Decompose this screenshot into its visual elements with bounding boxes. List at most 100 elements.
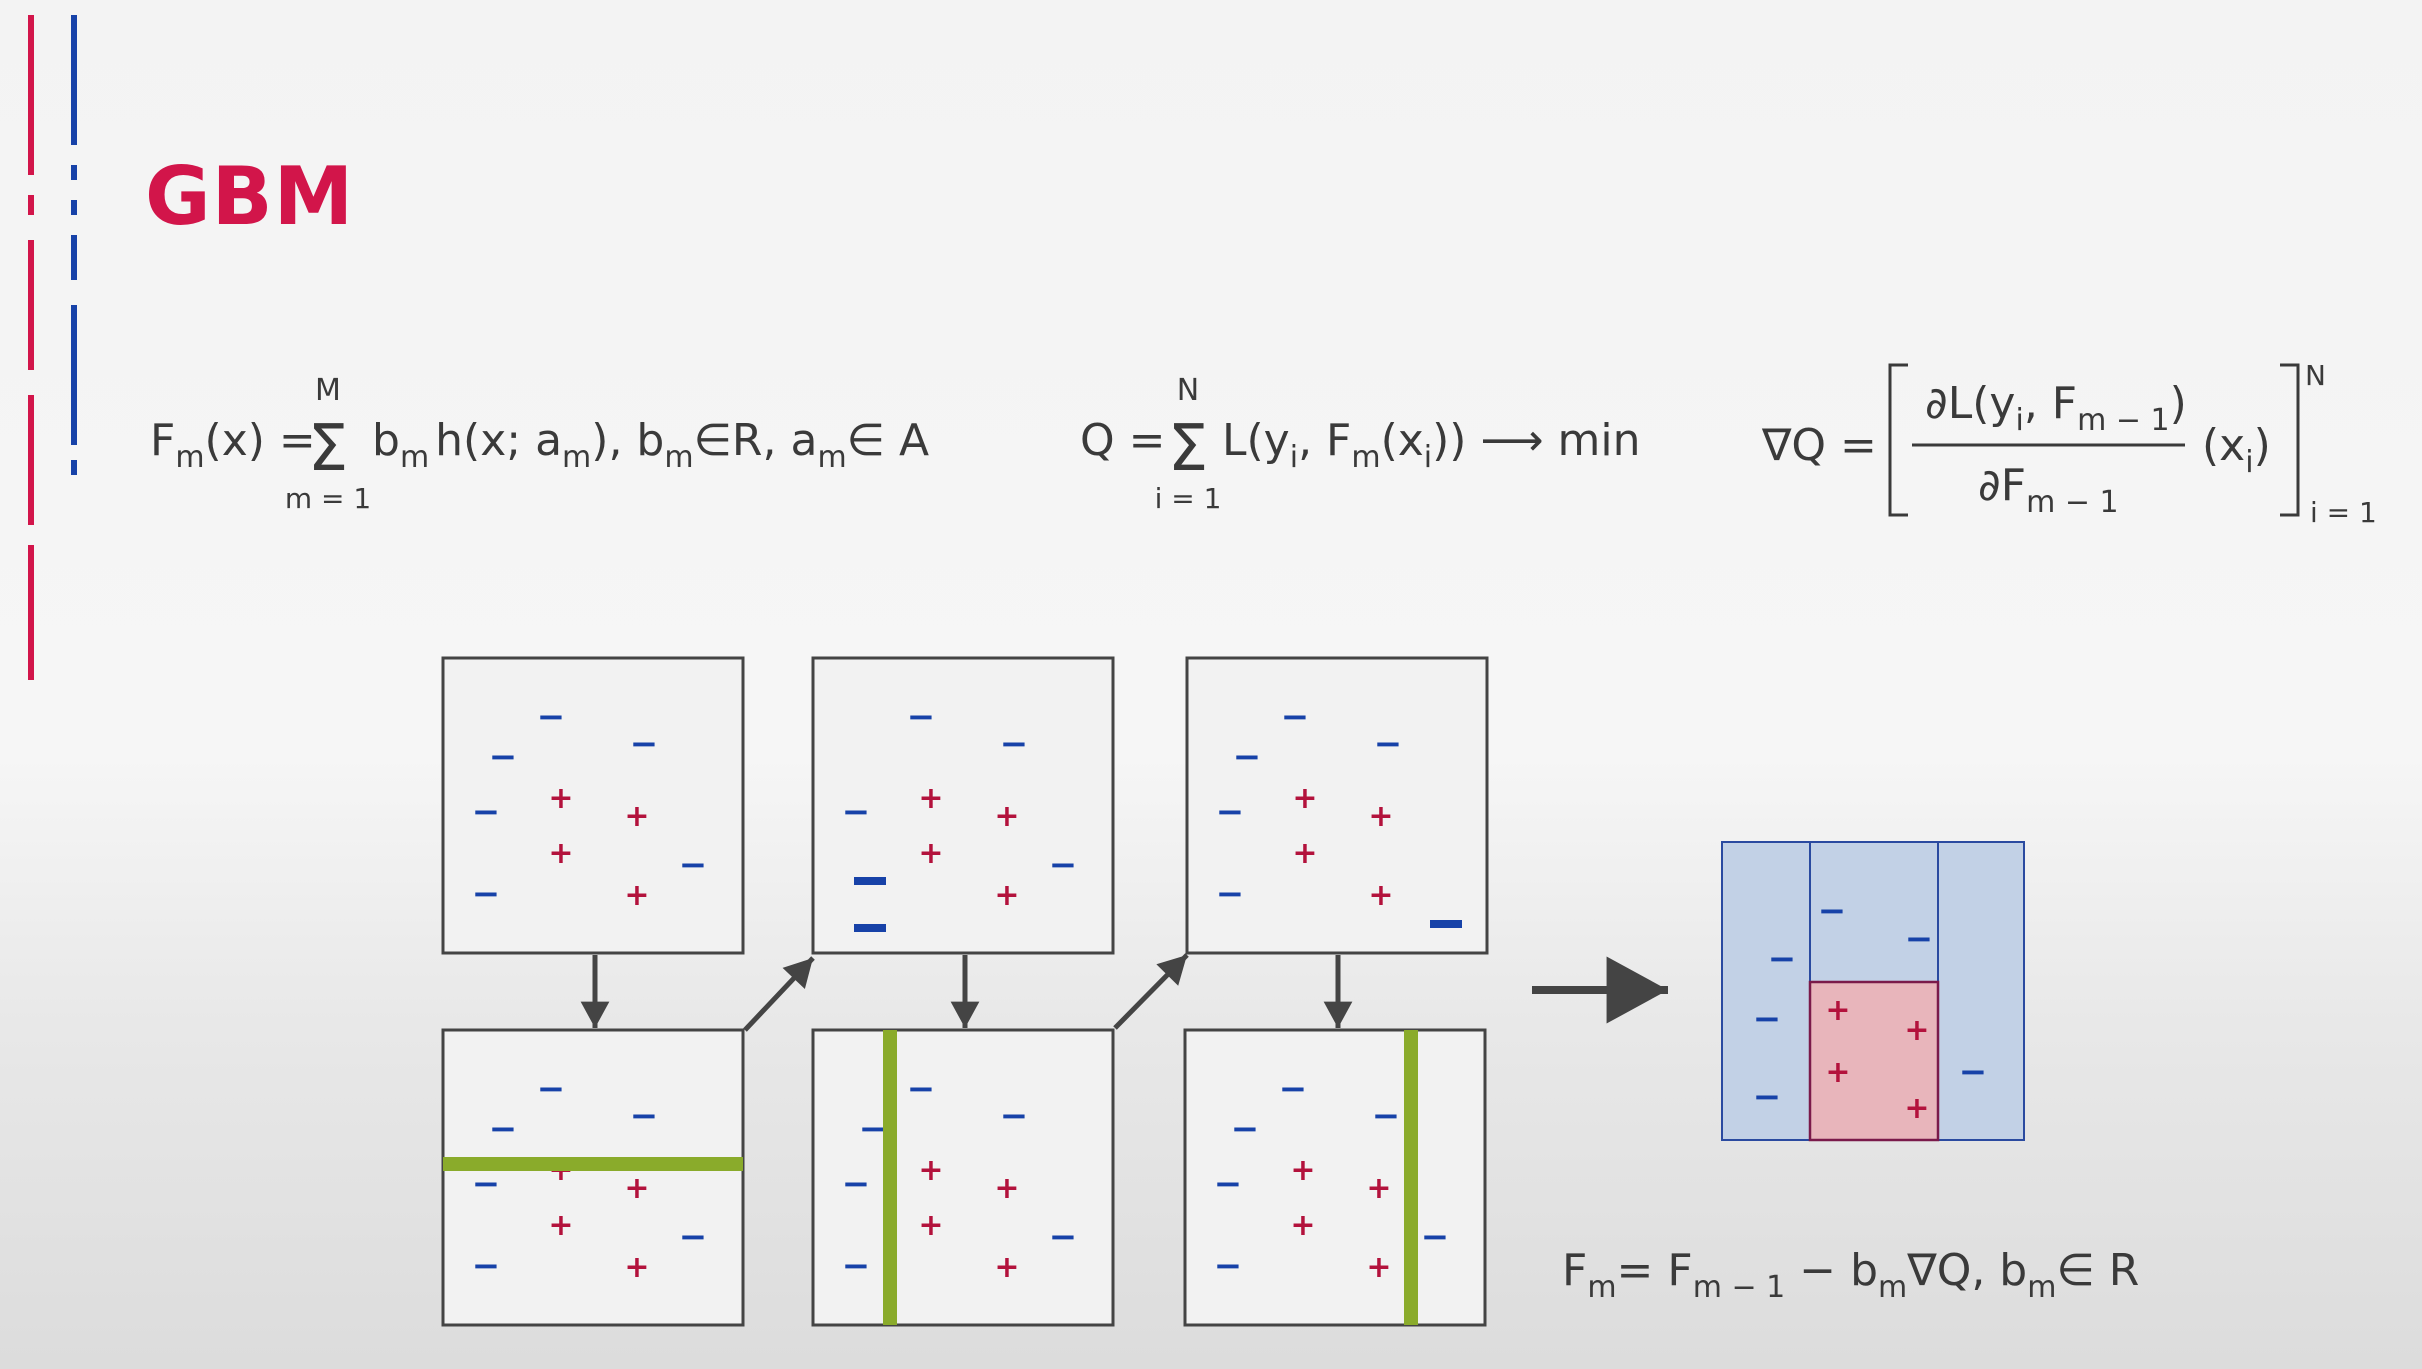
minus-sign: − xyxy=(1281,697,1310,737)
minus-sign: − xyxy=(1216,874,1245,914)
minus-sign: − xyxy=(1279,1069,1308,1109)
plus-sign: + xyxy=(624,1250,649,1285)
plus-sign: + xyxy=(994,799,1019,834)
svg-text:(xi): (xi) xyxy=(2202,420,2271,480)
plus-sign: + xyxy=(624,1171,649,1206)
minus-sign: − xyxy=(630,724,659,764)
plus-sign: + xyxy=(918,836,943,871)
svg-text:N: N xyxy=(2305,359,2326,392)
f1-lhs: F xyxy=(150,415,175,466)
plus-sign: + xyxy=(1366,1250,1391,1285)
svg-text:∂Fm − 1: ∂Fm − 1 xyxy=(1978,460,2119,520)
minus-sign: − xyxy=(1231,1109,1260,1149)
f1-sigma-top: M xyxy=(315,373,341,408)
plus-sign: + xyxy=(548,1208,573,1243)
minus-sign: − xyxy=(1905,919,1934,959)
minus-sign: − xyxy=(537,1069,566,1109)
minus-sign: − xyxy=(630,1096,659,1136)
minus-sign: − xyxy=(1233,737,1262,777)
minus-sign: − xyxy=(907,697,936,737)
svg-text:∇Q =: ∇Q = xyxy=(1761,420,1877,471)
minus-sign: − xyxy=(1216,792,1245,832)
minus-sign: − xyxy=(489,1109,518,1149)
weak-learner-data-2 xyxy=(811,656,1115,955)
svg-text:Fm(x) =: Fm(x) = xyxy=(150,415,316,475)
plus-sign: + xyxy=(1368,799,1393,834)
svg-text:N: N xyxy=(1177,373,1199,408)
plus-sign: + xyxy=(1825,993,1850,1028)
arrow-next-head xyxy=(782,958,813,989)
formula-f-ensemble: Fm(x) = M Σ m = 1 bm h(x; am), bm∈R, am∈ … xyxy=(150,373,929,515)
svg-text:L(yi, Fm(xi)) ⟶ min: L(yi, Fm(xi)) ⟶ min xyxy=(1222,415,1641,475)
split-line xyxy=(883,1030,897,1325)
plus-sign: + xyxy=(1368,878,1393,913)
arrow-down-head xyxy=(950,1001,980,1028)
minus-sign: − xyxy=(1959,1052,1988,1092)
plus-sign: + xyxy=(994,878,1019,913)
plus-sign: + xyxy=(624,799,649,834)
minus-sign: − xyxy=(1753,1077,1782,1117)
arrow-down-head xyxy=(1323,1001,1353,1028)
svg-text:∂L(yi, Fm − 1): ∂L(yi, Fm − 1) xyxy=(1925,378,2187,438)
decor-lines xyxy=(28,15,77,680)
arrow-next-head xyxy=(1156,955,1187,986)
weighted-minus xyxy=(1430,920,1462,928)
minus-sign: − xyxy=(679,845,708,885)
minus-sign: − xyxy=(1214,1246,1243,1286)
plus-sign: + xyxy=(548,836,573,871)
minus-sign: − xyxy=(1214,1164,1243,1204)
svg-text:i = 1: i = 1 xyxy=(1155,482,1222,515)
plus-sign: + xyxy=(1292,781,1317,816)
svg-text:Σ: Σ xyxy=(1168,412,1208,486)
plus-sign: + xyxy=(1904,1091,1929,1126)
f1-lhs-arg: (x) = xyxy=(205,415,316,466)
minus-sign: − xyxy=(679,1217,708,1257)
plus-sign: + xyxy=(1904,1013,1929,1048)
formula-q-loss: Q = N Σ i = 1 L(yi, Fm(xi)) ⟶ min xyxy=(1080,373,1641,515)
plus-sign: + xyxy=(1290,1153,1315,1188)
minus-sign: − xyxy=(1818,891,1847,931)
split-line xyxy=(1404,1030,1418,1325)
minus-sign: − xyxy=(1753,999,1782,1039)
formula-gradient: ∇Q = ∂L(yi, Fm − 1) ∂Fm − 1 (xi) N i = 1 xyxy=(1761,359,2377,529)
plus-sign: + xyxy=(548,781,573,816)
weak-learner-data-3 xyxy=(1185,656,1489,955)
weak-learner-split-3 xyxy=(1183,1028,1487,1327)
minus-sign: − xyxy=(472,1246,501,1286)
svg-text:Σ: Σ xyxy=(308,412,348,486)
f1-lhs-sub: m xyxy=(175,440,204,475)
plus-sign: + xyxy=(994,1171,1019,1206)
minus-sign: − xyxy=(1000,1096,1029,1136)
split-line xyxy=(443,1157,743,1171)
minus-sign: − xyxy=(1372,1096,1401,1136)
boosting-diagram: −−−−++−+−+−−−+++−+−−−−++−++−−−−++−+−+−−−… xyxy=(441,656,2025,1327)
minus-sign: − xyxy=(859,1109,888,1149)
weak-learner-split-2 xyxy=(811,1028,1115,1327)
weak-learner-split-1 xyxy=(441,1028,745,1327)
arrow-result-head xyxy=(1606,956,1668,1024)
minus-sign: − xyxy=(842,1246,871,1286)
minus-sign: − xyxy=(907,1069,936,1109)
minus-sign: − xyxy=(1421,1217,1450,1257)
arrow-down-head xyxy=(580,1001,610,1028)
plus-sign: + xyxy=(994,1250,1019,1285)
minus-sign: − xyxy=(1374,724,1403,764)
plus-sign: + xyxy=(918,781,943,816)
svg-text:bmh(x; am), bm∈R, am∈ A: bm h(x; am), bm∈R, am∈ A xyxy=(372,415,929,475)
plus-sign: + xyxy=(624,878,649,913)
weighted-minus xyxy=(854,924,886,932)
formula-update: Fm= Fm − 1 − bm∇Q, bm∈ R xyxy=(1562,1245,2139,1305)
plus-sign: + xyxy=(918,1208,943,1243)
minus-sign: − xyxy=(537,697,566,737)
minus-sign: − xyxy=(842,792,871,832)
plus-sign: + xyxy=(1292,836,1317,871)
plus-sign: + xyxy=(918,1153,943,1188)
minus-sign: − xyxy=(1049,1217,1078,1257)
minus-sign: − xyxy=(842,1164,871,1204)
minus-sign: − xyxy=(1768,939,1797,979)
ensemble-region-red xyxy=(1808,980,1940,1142)
minus-sign: − xyxy=(489,737,518,777)
weak-learner-data-1 xyxy=(441,656,745,955)
minus-sign: − xyxy=(1000,724,1029,764)
